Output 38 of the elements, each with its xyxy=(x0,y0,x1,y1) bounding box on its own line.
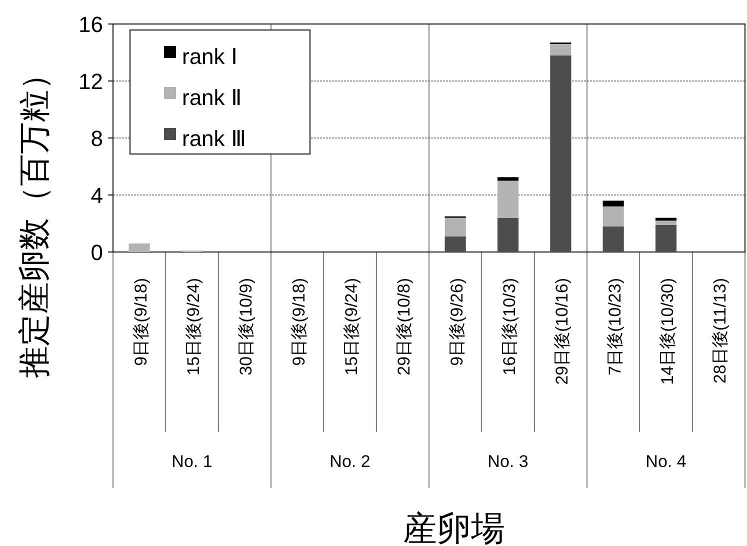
x-tick-label: 29日後(10/16) xyxy=(552,278,572,385)
y-tick-label: 16 xyxy=(78,12,103,37)
y-tick-label: 12 xyxy=(78,69,103,94)
x-tick-label: 28日後(11/13) xyxy=(710,278,730,384)
bar xyxy=(602,200,624,206)
bar xyxy=(497,218,519,252)
x-tick-label: 15日後(9/24) xyxy=(342,278,361,376)
legend-label: rank Ⅲ xyxy=(182,126,246,151)
bar xyxy=(655,224,677,252)
bar xyxy=(602,226,624,252)
x-tick-label: 16日後(10/3) xyxy=(500,278,519,376)
x-axis-title: 産卵場 xyxy=(403,510,505,546)
bar xyxy=(497,177,519,181)
x-tick-label: 29日後(10/8) xyxy=(394,278,414,376)
y-axis-title: 推定産卵数（百万粒） xyxy=(16,58,52,378)
text: No. 2 xyxy=(330,452,370,471)
x-tick-label: 9日後(9/18) xyxy=(289,278,308,366)
bar xyxy=(602,206,624,226)
x-tick-label: 7日後(10/23) xyxy=(605,278,624,376)
text: No. 1 xyxy=(172,452,212,471)
legend-label: rank Ⅱ xyxy=(182,85,242,110)
y-tick-label: 8 xyxy=(90,126,103,151)
x-tick-label: 9日後(9/18) xyxy=(131,278,150,366)
y-tick-label: 4 xyxy=(90,183,103,208)
bar xyxy=(444,218,466,236)
bar xyxy=(497,180,519,218)
bar xyxy=(128,243,150,252)
legend-label: rank Ⅰ xyxy=(182,44,237,69)
y-tick-label: 0 xyxy=(90,240,103,265)
text: No. 4 xyxy=(646,452,686,471)
bar xyxy=(444,236,466,252)
bar xyxy=(550,44,572,56)
bar xyxy=(655,220,677,225)
x-tick-label: 9日後(9/26) xyxy=(447,278,466,366)
x-tick-label: 30日後(10/9) xyxy=(236,278,256,376)
text: No. 3 xyxy=(488,452,528,471)
x-tick-label: 15日後(9/24) xyxy=(184,278,203,376)
x-tick-label: 14日後(10/30) xyxy=(658,278,677,385)
